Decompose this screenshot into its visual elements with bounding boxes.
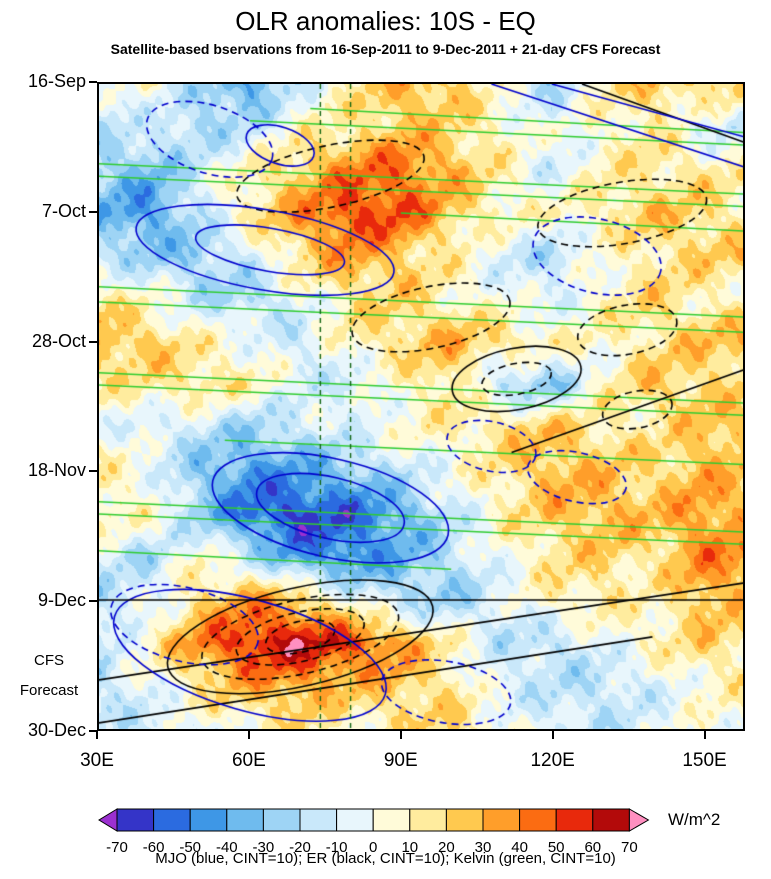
y-axis-label: 16-Sep (27, 71, 86, 91)
colorbar-segment (482, 808, 521, 832)
x-axis-tick (551, 731, 554, 739)
colorbar-tick-label: 10 (401, 839, 418, 856)
x-axis-label: 60E (231, 750, 266, 771)
y-axis-label: 18-Nov (27, 460, 86, 481)
y-axis-tick (89, 210, 97, 213)
x-axis-tick (703, 731, 706, 739)
cfs-forecast-label: CFS Forecast (6, 646, 92, 706)
x-axis-label: 120E (530, 750, 575, 771)
x-axis-label: 90E (383, 750, 418, 771)
colorbar-tick-label: 30 (475, 839, 492, 856)
colorbar-tick-label: -70 (106, 839, 128, 856)
colorbar-segment (409, 808, 447, 832)
colorbar-segment (189, 808, 228, 832)
y-axis-tick (89, 470, 97, 473)
legend-text: MJO (blue, CINT=10); ER (black, CINT=10)… (155, 850, 616, 867)
y-axis-tick (89, 81, 97, 83)
colorbar-tick-label: 0 (369, 839, 377, 856)
x-axis-tick (399, 731, 402, 739)
y-axis-tick (89, 600, 97, 603)
x-axis-tick (247, 731, 250, 739)
colorbar-tick-label: -20 (289, 839, 311, 856)
colorbar-segment (336, 808, 374, 832)
colorbar-tick-label: 40 (511, 839, 528, 856)
x-axis-tick (96, 731, 98, 739)
colorbar-tick-label: -30 (253, 839, 275, 856)
colorbar-tick-label: -60 (143, 839, 165, 856)
colorbar-arrow (628, 808, 650, 832)
y-axis-label: 7-Oct (41, 200, 86, 221)
colorbar-segment (445, 808, 484, 832)
y-axis-tick (89, 340, 97, 343)
colorbar-segment (299, 808, 338, 832)
colorbar-tick-label: -40 (216, 839, 238, 856)
colorbar-segment (226, 808, 264, 832)
plot-area (97, 82, 745, 731)
cfs-forecast-label-line2: Forecast (19, 682, 79, 699)
colorbar-units: W/m^2 (668, 810, 721, 829)
colorbar-tick-label: 50 (548, 839, 565, 856)
x-axis-label: 30E (80, 750, 114, 771)
colorbar-segment (555, 808, 594, 832)
colorbar-segment (262, 808, 301, 832)
y-axis-label: 9-Dec (37, 590, 86, 611)
colorbar-segment (116, 808, 155, 832)
colorbar-tick-label: 70 (621, 839, 638, 856)
heatmap-canvas (99, 84, 743, 729)
chart-title: OLR anomalies: 10S - EQ (235, 6, 536, 36)
colorbar-tick-label: -50 (179, 839, 201, 856)
colorbar-tick-label: 60 (584, 839, 601, 856)
cfs-forecast-label-line1: CFS (34, 652, 64, 669)
colorbar-segment (372, 808, 411, 832)
y-axis-label: 28-Oct (31, 330, 86, 351)
colorbar-tick-label: -10 (326, 839, 348, 856)
chart-subtitle: Satellite-based bservations from 16-Sep-… (110, 41, 661, 57)
y-axis-tick (89, 730, 97, 732)
colorbar-segment (153, 808, 191, 832)
colorbar: -70 -60 -50 -40 -30 -20 -10 0 10 20 30 40 50 60 70 (98, 808, 654, 863)
x-axis-label: 150E (682, 750, 727, 771)
y-axis-label: 30-Dec (27, 720, 86, 740)
colorbar-svg: -70 -60 -50 -40 -30 -20 -10 0 10 20 30 40 50 60 70 (98, 808, 650, 856)
colorbar-arrow (98, 808, 118, 832)
colorbar-tick-label: 20 (438, 839, 455, 856)
colorbar-segment (592, 808, 630, 832)
colorbar-segment (519, 808, 557, 832)
